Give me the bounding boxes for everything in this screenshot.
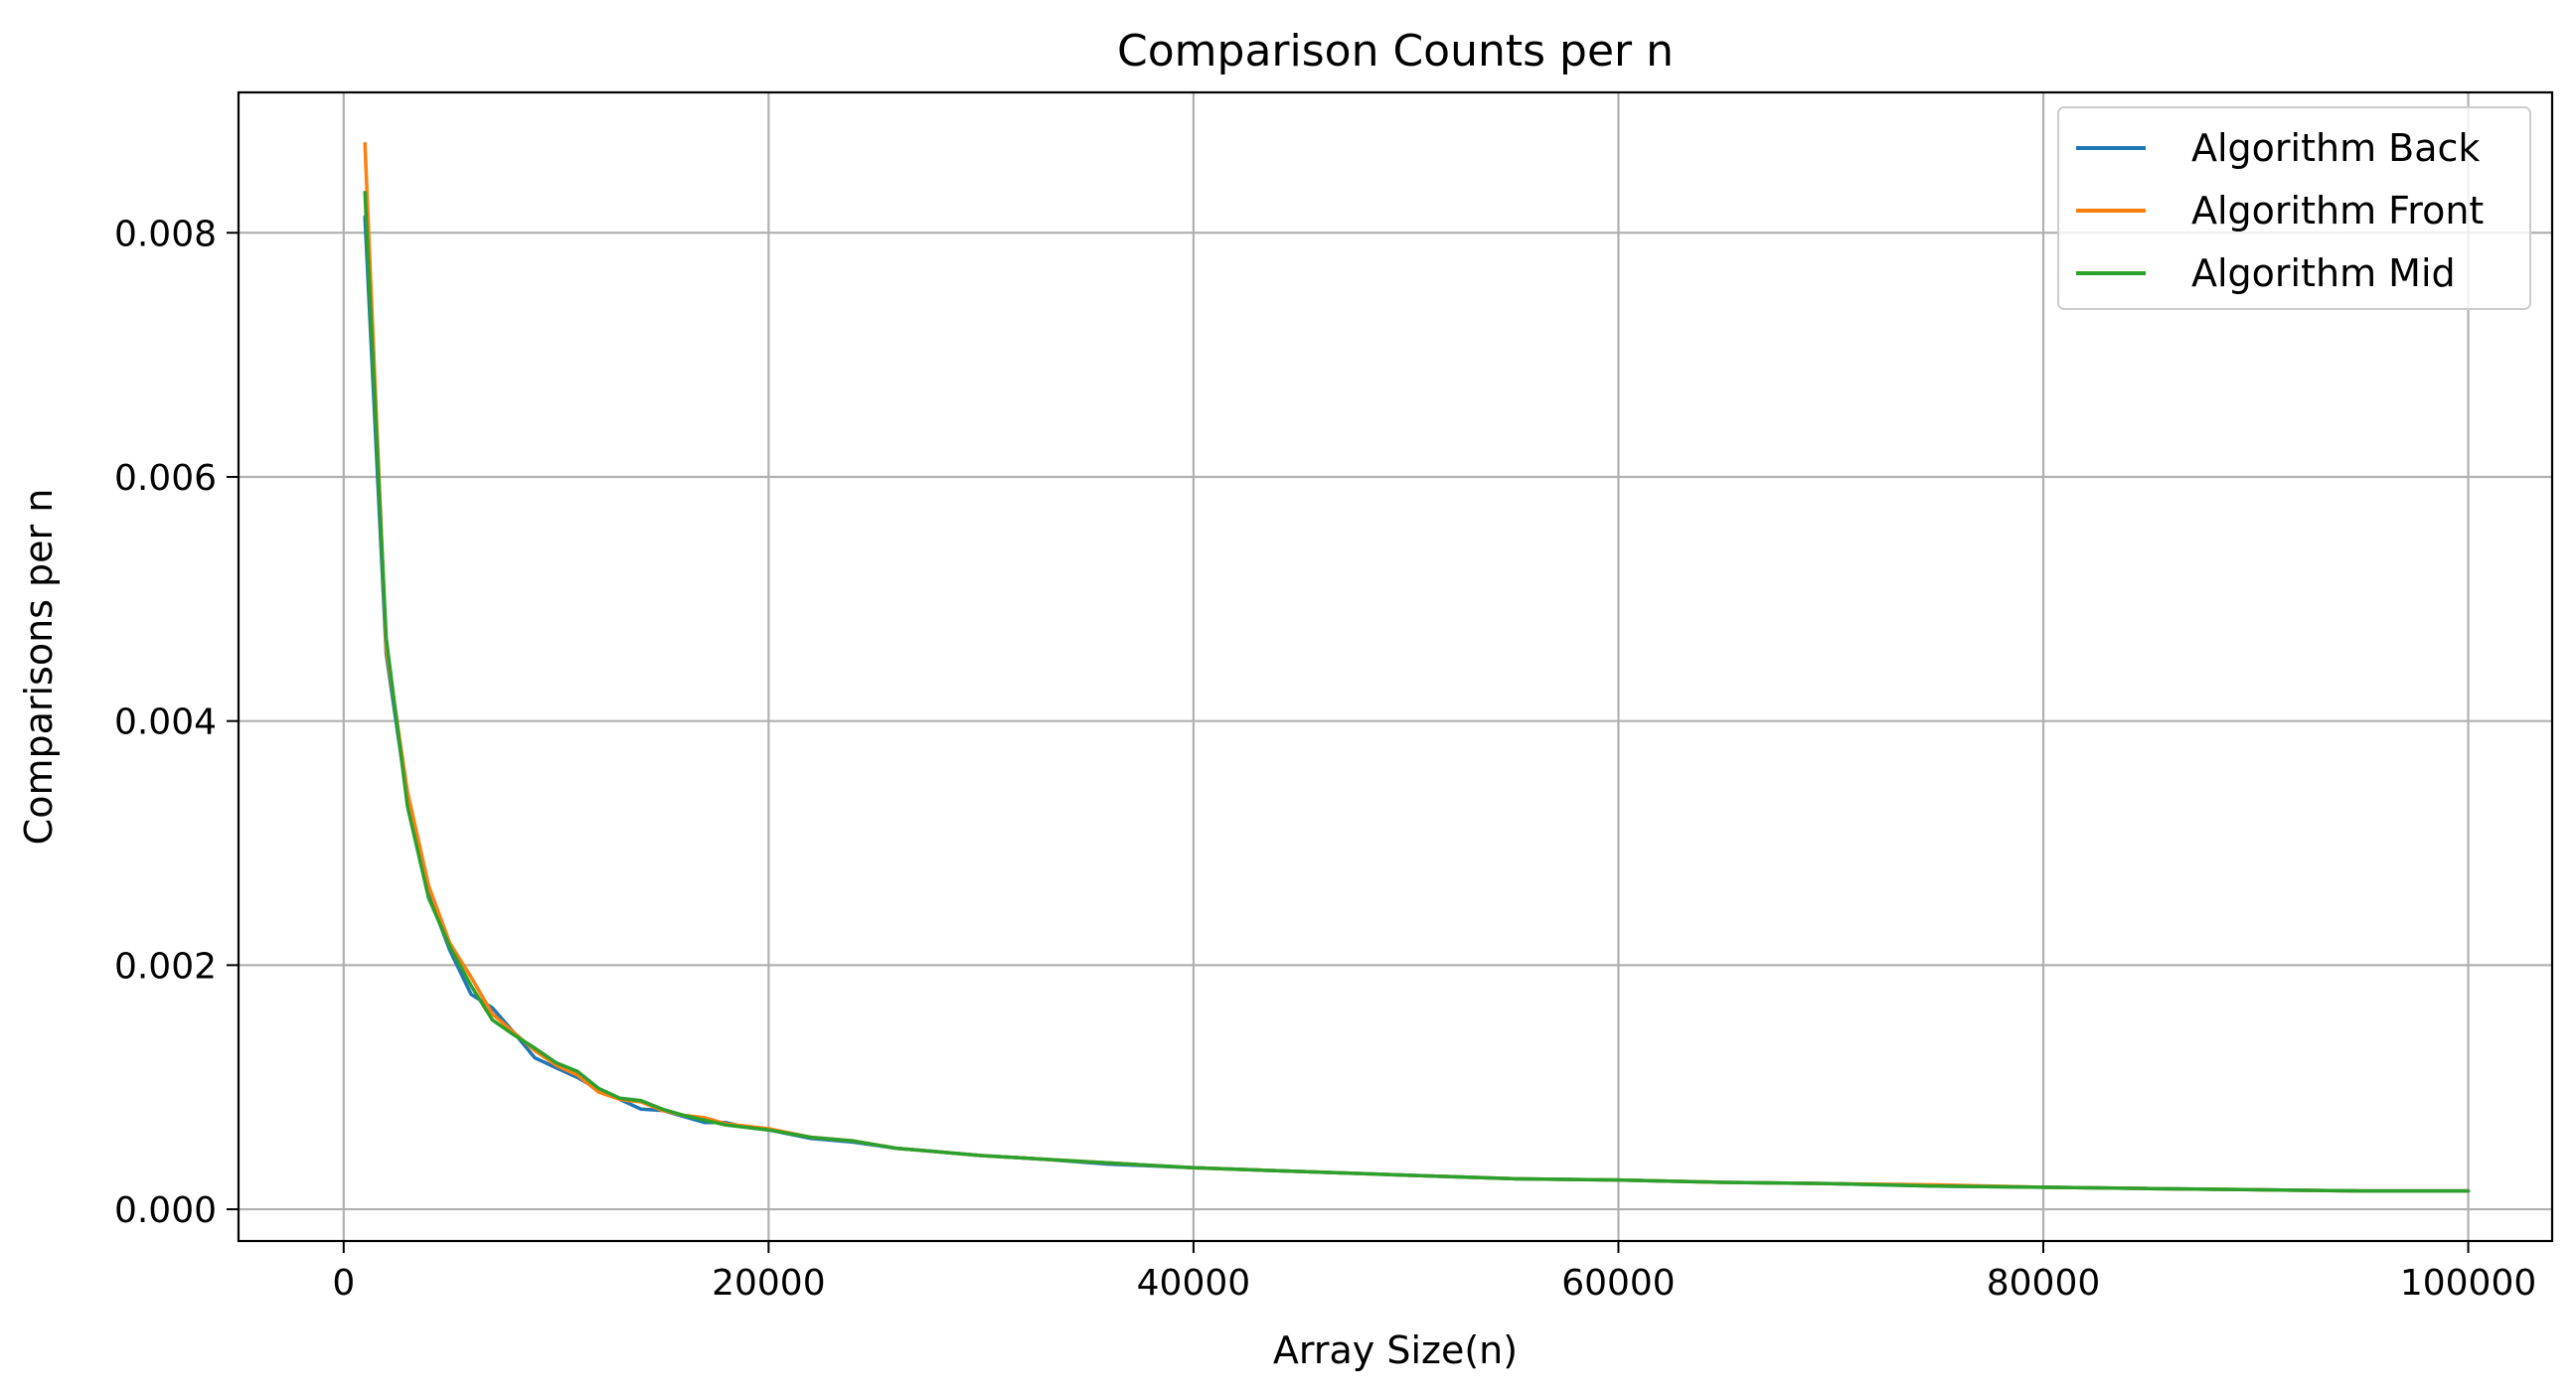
x-tick-label: 80000 <box>1987 1263 2101 1304</box>
series-group <box>363 141 2471 1193</box>
legend-label: Algorithm Mid <box>2191 251 2456 295</box>
series-line-algorithm-mid <box>363 190 2471 1193</box>
x-tick-label: 40000 <box>1137 1263 1251 1304</box>
chart-title: Comparison Counts per n <box>1117 26 1674 77</box>
ticks: 0 20000 40000 60000 80000 100000 0.000 0.002 0.0… <box>114 214 2536 1304</box>
legend-label: Algorithm Front <box>2191 189 2484 233</box>
x-tick-label: 20000 <box>712 1263 826 1304</box>
plot-frame <box>237 90 2554 1243</box>
y-tick-label: 0.000 <box>114 1190 217 1231</box>
legend-box <box>2057 106 2531 310</box>
y-tick-label: 0.002 <box>114 946 217 987</box>
x-tick-label: 60000 <box>1561 1263 1676 1304</box>
y-axis-title: Comparisons per n <box>17 489 61 846</box>
x-axis-title: Array Size(n) <box>1273 1328 1518 1372</box>
y-tick-label: 0.008 <box>114 214 217 254</box>
legend: Algorithm Back Algorithm Front Algorithm M… <box>2057 106 2531 310</box>
legend-label: Algorithm Back <box>2191 126 2480 170</box>
y-tick-label: 0.004 <box>114 702 217 743</box>
x-tick-label: 100000 <box>2400 1263 2536 1304</box>
y-tick-label: 0.006 <box>114 458 217 499</box>
x-tick-label: 0 <box>332 1263 355 1304</box>
